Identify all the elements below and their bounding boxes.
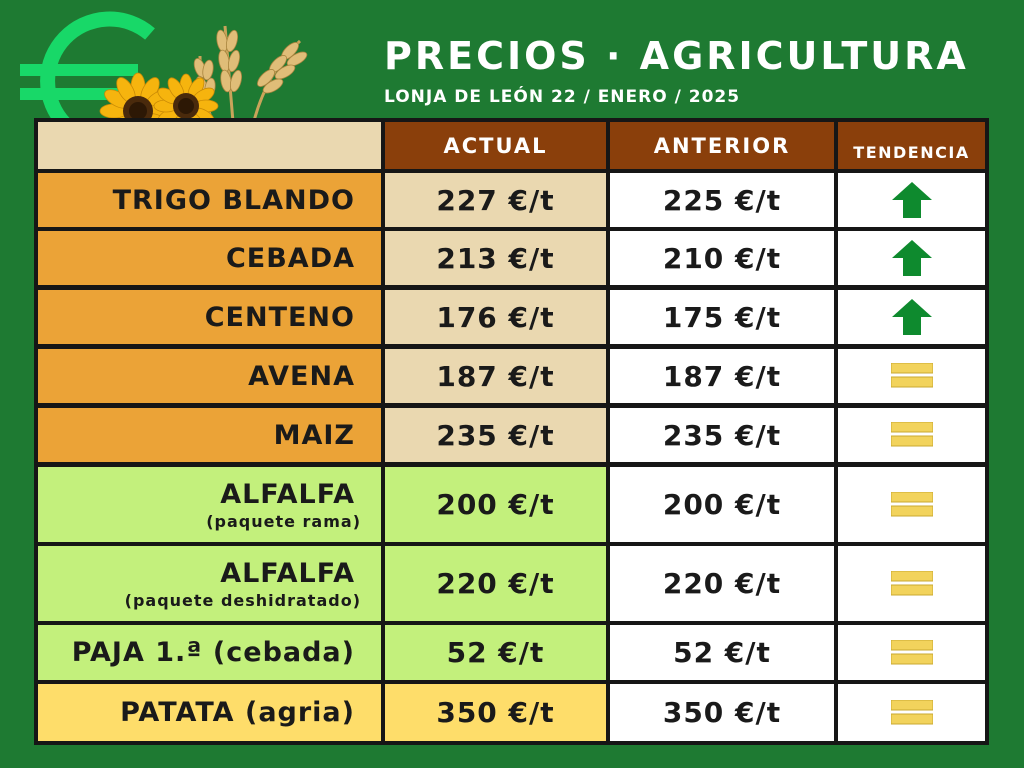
column-gap <box>834 546 838 621</box>
header-tendencia: TENDENCIA <box>838 122 985 169</box>
equal-icon <box>890 639 933 666</box>
actual-price-cell: 52 €/t <box>385 625 606 680</box>
column-gap <box>834 173 838 227</box>
product-name: PATATA (agria) <box>120 697 355 728</box>
product-name: PAJA 1.ª (cebada) <box>71 637 355 668</box>
column-gap <box>834 349 838 403</box>
product-name: CEBADA <box>225 242 355 274</box>
previous-price-cell: 225 €/t <box>610 173 834 227</box>
product-name-cell: PATATA (agria) <box>38 684 381 741</box>
price-table: ACTUAL ANTERIOR TENDENCIA TRIGO BLANDO 22… <box>34 118 989 745</box>
product-name-cell: AVENA <box>38 349 381 403</box>
product-name: CENTENO <box>204 301 355 333</box>
trend-cell <box>838 408 985 462</box>
trend-cell <box>838 546 985 621</box>
actual-price-cell: 176 €/t <box>385 290 606 344</box>
actual-price-cell: 187 €/t <box>385 349 606 403</box>
product-name-cell: TRIGO BLANDO <box>38 173 381 227</box>
previous-price-cell: 52 €/t <box>610 625 834 680</box>
column-gap <box>834 625 838 680</box>
product-name-cell: ALFALFA (paquete rama) <box>38 467 381 542</box>
column-gap <box>834 408 838 462</box>
product-name-cell: MAIZ <box>38 408 381 462</box>
column-gap <box>834 467 838 542</box>
page-title: PRECIOS · AGRICULTURA <box>384 34 969 78</box>
arrow-up-icon <box>891 299 932 335</box>
product-name: AVENA <box>248 360 355 392</box>
product-subtitle: (paquete rama) <box>206 511 361 531</box>
equal-icon <box>890 422 933 448</box>
product-name: TRIGO BLANDO <box>112 184 355 216</box>
product-name-cell: ALFALFA (paquete deshidratado) <box>38 546 381 621</box>
previous-price-cell: 200 €/t <box>610 467 834 542</box>
product-name-cell: PAJA 1.ª (cebada) <box>38 625 381 680</box>
trend-cell <box>838 349 985 403</box>
actual-price-cell: 220 €/t <box>385 546 606 621</box>
product-name: ALFALFA <box>220 557 355 589</box>
header-actual: ACTUAL <box>385 122 606 169</box>
column-gap <box>834 684 838 741</box>
actual-price-cell: 350 €/t <box>385 684 606 741</box>
arrow-up-icon <box>891 240 932 276</box>
previous-price-cell: 175 €/t <box>610 290 834 344</box>
arrow-up-icon <box>891 182 932 218</box>
actual-price-cell: 235 €/t <box>385 408 606 462</box>
trend-cell <box>838 625 985 680</box>
trend-cell <box>838 173 985 227</box>
equal-icon <box>890 363 933 389</box>
previous-price-cell: 210 €/t <box>610 231 834 285</box>
header-anterior: ANTERIOR <box>610 122 834 169</box>
previous-price-cell: 350 €/t <box>610 684 834 741</box>
trend-cell <box>838 231 985 285</box>
page-subtitle: LONJA DE LEÓN 22 / ENERO / 2025 <box>384 87 741 107</box>
trend-cell <box>838 467 985 542</box>
equal-icon <box>890 699 933 726</box>
column-gap <box>834 231 838 285</box>
previous-price-cell: 235 €/t <box>610 408 834 462</box>
header-corner-cell <box>38 122 381 169</box>
actual-price-cell: 227 €/t <box>385 173 606 227</box>
product-name: MAIZ <box>273 419 355 451</box>
column-gap <box>834 290 838 344</box>
previous-price-cell: 220 €/t <box>610 546 834 621</box>
product-subtitle: (paquete deshidratado) <box>124 590 361 610</box>
product-name: ALFALFA <box>220 478 355 510</box>
previous-price-cell: 187 €/t <box>610 349 834 403</box>
trend-cell <box>838 684 985 741</box>
equal-icon <box>890 491 933 518</box>
product-name-cell: CEBADA <box>38 231 381 285</box>
product-name-cell: CENTENO <box>38 290 381 344</box>
actual-price-cell: 200 €/t <box>385 467 606 542</box>
actual-price-cell: 213 €/t <box>385 231 606 285</box>
equal-icon <box>890 570 933 597</box>
header-gap <box>834 122 838 169</box>
trend-cell <box>838 290 985 344</box>
